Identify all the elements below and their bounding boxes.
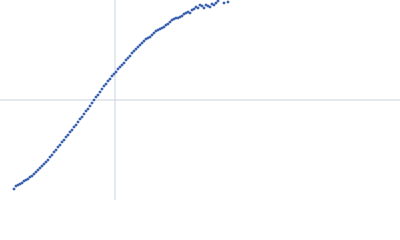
data-point: [208, 5, 212, 9]
data-point: [102, 84, 106, 88]
chart: [0, 0, 400, 200]
data-point: [150, 33, 154, 37]
data-point: [202, 6, 206, 10]
data-point: [132, 49, 136, 53]
data-point: [116, 67, 120, 71]
page: {"chart_data": { "type": "scatter", "col…: [0, 0, 400, 200]
data-point: [66, 133, 70, 137]
data-point: [48, 155, 52, 159]
data-point: [222, 1, 226, 5]
data-point: [180, 14, 184, 18]
data-point: [212, 3, 216, 7]
data-point: [226, 0, 230, 4]
data-point: [32, 172, 36, 176]
data-point: [68, 130, 72, 134]
data-point: [40, 164, 44, 168]
data-point: [166, 22, 170, 26]
data-point: [112, 72, 116, 76]
data-point: [42, 162, 46, 166]
data-point: [140, 41, 144, 45]
data-point: [50, 153, 54, 157]
data-point: [142, 39, 146, 43]
data-point: [64, 135, 68, 139]
data-point: [118, 65, 122, 69]
data-point: [78, 117, 82, 121]
data-point: [114, 70, 118, 74]
data-point: [80, 115, 84, 119]
data-point: [92, 98, 96, 102]
data-point: [128, 54, 132, 58]
data-point: [30, 174, 34, 178]
data-point: [52, 150, 56, 154]
data-point: [60, 140, 64, 144]
data-point: [126, 56, 130, 60]
data-point: [100, 87, 104, 91]
data-point: [86, 107, 90, 111]
data-point: [120, 63, 124, 67]
data-point: [134, 47, 138, 51]
data-point: [38, 166, 42, 170]
data-point: [58, 143, 62, 147]
data-point: [98, 90, 102, 94]
data-point: [36, 168, 40, 172]
data-point: [168, 20, 172, 24]
data-point: [46, 158, 50, 162]
data-point: [88, 104, 92, 108]
data-point: [76, 120, 80, 124]
data-point: [34, 170, 38, 174]
data-point: [84, 109, 88, 113]
data-point: [44, 160, 48, 164]
data-point: [20, 181, 24, 185]
data-point: [82, 112, 86, 116]
data-point: [26, 177, 30, 181]
data-point: [108, 77, 112, 81]
data-point: [200, 4, 204, 8]
data-point: [56, 145, 60, 149]
data-point: [96, 93, 100, 97]
data-point: [74, 123, 78, 127]
data-point: [62, 138, 66, 142]
data-point: [138, 43, 142, 47]
data-point: [152, 31, 156, 35]
data-point: [130, 51, 134, 55]
data-point: [110, 74, 114, 78]
data-point: [94, 95, 98, 99]
data-point: [72, 125, 76, 129]
data-point: [192, 7, 196, 11]
data-point: [196, 6, 200, 10]
data-point: [90, 101, 94, 105]
data-point: [104, 82, 108, 86]
data-point: [12, 187, 16, 191]
data-point: [216, 0, 220, 3]
data-point: [124, 58, 128, 62]
data-point: [54, 148, 58, 152]
data-point: [148, 35, 152, 39]
data-point: [70, 128, 74, 132]
data-point: [188, 11, 192, 15]
data-point: [174, 16, 178, 20]
data-point: [122, 61, 126, 65]
data-point: [136, 45, 140, 49]
data-point: [214, 1, 218, 5]
data-point: [162, 25, 166, 29]
data-point: [106, 79, 110, 83]
